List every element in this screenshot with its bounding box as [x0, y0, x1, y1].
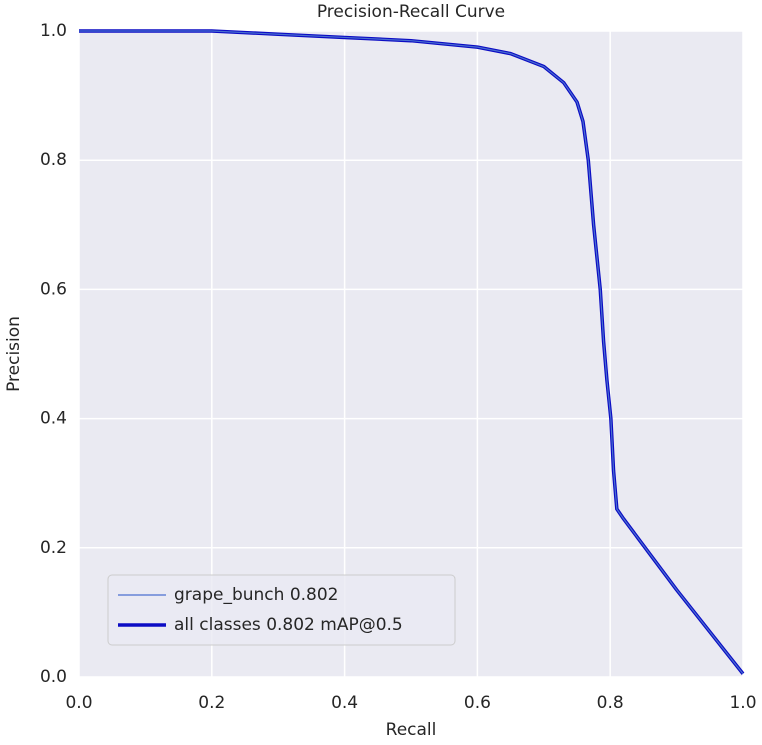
- x-tick-label: 0.6: [464, 693, 491, 713]
- series-line: [79, 30, 744, 675]
- x-axis-label: Recall: [386, 720, 437, 740]
- y-tick-label: 0.2: [40, 538, 67, 558]
- y-tick-label: 0.8: [40, 150, 67, 170]
- y-tick-label: 1.0: [40, 21, 67, 41]
- legend-entry: grape_bunch 0.802: [174, 585, 338, 605]
- x-tick-label: 1.0: [729, 693, 756, 713]
- y-tick-label: 0.6: [40, 279, 67, 299]
- x-tick-label: 0.4: [331, 693, 358, 713]
- chart-title: Precision-Recall Curve: [317, 2, 505, 22]
- x-tick-label: 0.0: [65, 693, 92, 713]
- x-tick-label: 0.8: [597, 693, 624, 713]
- y-axis-label: Precision: [4, 316, 24, 392]
- legend-entry: all classes 0.802 mAP@0.5: [174, 615, 403, 635]
- plot-area: [79, 31, 743, 677]
- y-tick-label: 0.0: [40, 667, 67, 687]
- x-tick-label: 0.2: [198, 693, 225, 713]
- y-tick-label: 0.4: [40, 409, 67, 429]
- legend-box: [107, 574, 456, 646]
